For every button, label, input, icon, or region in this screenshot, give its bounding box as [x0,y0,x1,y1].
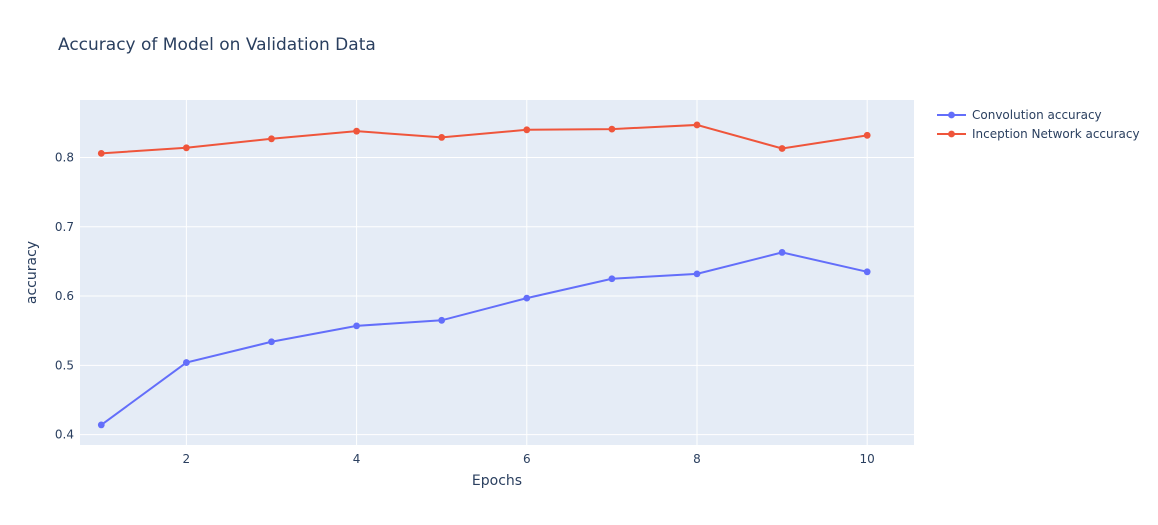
y-tick-label: 0.6 [55,289,74,303]
data-point [608,125,616,133]
data-point [608,275,616,283]
legend-marker [948,130,955,138]
data-point [268,135,275,143]
x-tick-label: 10 [860,452,875,466]
data-point [863,131,871,139]
data-point [523,294,531,302]
data-point [778,145,786,152]
data-point [182,359,190,366]
data-point [97,421,105,429]
data-point [438,134,446,141]
legend-item-0[interactable]: Convolution accuracy [937,108,1102,122]
data-point [268,338,275,346]
data-point [182,144,190,152]
legend-label: Inception Network accuracy [972,127,1140,141]
series-layer [97,121,871,429]
x-tick-label: 4 [353,452,361,466]
data-point [778,249,786,256]
data-point [353,127,360,135]
data-point [353,322,360,330]
x-tick-label: 6 [523,452,531,466]
tick-labels: 2 4 6 8 10 0.4 0.5 0.6 0.7 0.8 [55,151,875,467]
y-tick-label: 0.8 [55,151,74,165]
y-axis-title: accuracy [24,241,40,304]
chart-title: Accuracy of Model on Validation Data [58,35,376,55]
series-line-1 [101,123,868,155]
plot-area [80,100,914,445]
data-point [863,268,871,276]
legend-label: Convolution accuracy [972,108,1102,122]
y-tick-label: 0.5 [55,358,74,372]
data-point [693,121,701,129]
data-point [693,270,701,278]
data-point [97,149,105,157]
series-line-0 [100,251,868,426]
y-tick-label: 0.7 [55,220,74,234]
legend[interactable]: Convolution accuracy Inception Network ac… [937,108,1140,141]
legend-item-1[interactable]: Inception Network accuracy [937,127,1140,141]
data-point [523,126,531,134]
data-point [438,316,446,324]
y-tick-label: 0.4 [55,428,74,442]
x-tick-label: 2 [183,452,191,466]
x-axis-title: Epochs [472,473,522,489]
x-tick-label: 8 [693,452,701,466]
legend-marker [948,111,955,119]
